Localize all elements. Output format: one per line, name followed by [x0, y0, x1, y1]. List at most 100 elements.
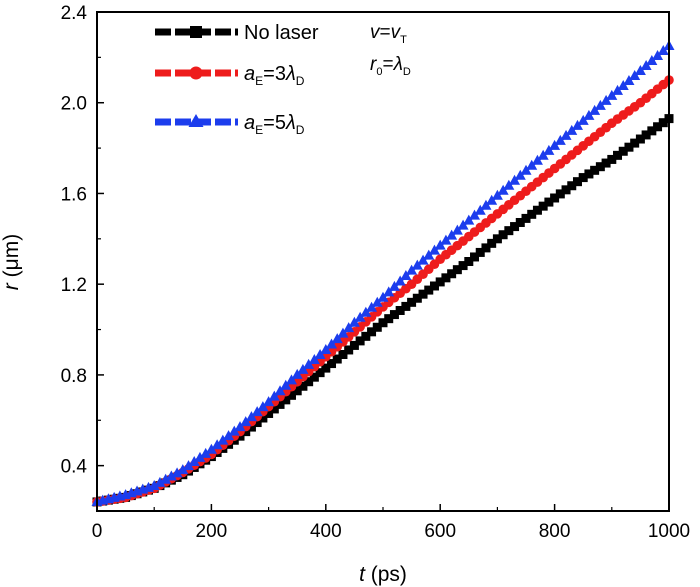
- legend-ae5-a: a: [244, 112, 255, 134]
- series-marker: [285, 374, 297, 385]
- series-marker: [657, 45, 669, 56]
- series-line: [96, 44, 670, 504]
- series-marker: [526, 159, 538, 170]
- series-marker: [612, 84, 624, 95]
- series-marker: [424, 285, 434, 295]
- legend-marker-ae5: [188, 114, 204, 127]
- series-marker: [560, 129, 572, 140]
- legend-ae3-lambda: λ: [285, 63, 296, 85]
- series-marker: [584, 169, 594, 179]
- series-marker: [571, 119, 583, 130]
- series-marker: [200, 447, 212, 458]
- series-marker: [321, 363, 331, 373]
- series-marker: [275, 399, 285, 409]
- series-marker: [406, 264, 418, 275]
- series-triangle: [91, 40, 675, 506]
- series-marker: [464, 257, 474, 266]
- series-marker: [327, 359, 337, 369]
- series-marker: [309, 372, 319, 382]
- series-marker: [165, 470, 177, 481]
- series-marker: [377, 291, 389, 302]
- series-marker: [326, 338, 338, 349]
- series-marker: [429, 281, 439, 291]
- series-marker: [245, 411, 257, 422]
- series-layer: [91, 40, 675, 507]
- legend-label-no-laser: No laser: [244, 22, 319, 44]
- series-marker: [331, 333, 343, 344]
- series-marker: [332, 354, 342, 364]
- series-marker: [520, 164, 532, 175]
- x-axis-label: t (ps): [359, 563, 407, 586]
- series-marker: [630, 138, 640, 148]
- series-marker: [292, 386, 302, 396]
- series-marker: [337, 327, 349, 338]
- legend-entry-ae3: aE=3λD: [155, 63, 305, 88]
- series-marker: [217, 434, 229, 445]
- y-tick-label: 1.6: [61, 184, 87, 205]
- series-marker: [372, 322, 382, 332]
- series-marker: [624, 142, 634, 152]
- legend-entry-ae5: aE=5λD: [155, 112, 305, 137]
- series-marker: [297, 363, 309, 374]
- x-tick-label: 200: [196, 521, 228, 542]
- series-marker: [257, 401, 269, 412]
- series-marker: [371, 296, 383, 307]
- series-marker: [658, 118, 668, 128]
- x-tick-label: 0: [92, 521, 103, 542]
- series-marker: [389, 310, 399, 320]
- series-marker: [354, 311, 366, 322]
- legend-ae3-eq: =3: [263, 63, 286, 85]
- legend-marker-no-laser: [190, 26, 202, 38]
- series-marker: [550, 193, 560, 203]
- series-marker: [280, 379, 292, 390]
- series-marker: [268, 390, 280, 401]
- series-marker: [629, 69, 641, 80]
- series-marker: [566, 124, 578, 135]
- series-marker: [549, 139, 561, 150]
- series-marker: [228, 425, 240, 436]
- series-marker: [594, 99, 606, 110]
- series-marker: [308, 353, 320, 364]
- series-marker: [498, 230, 508, 240]
- y-tick-label: 0.8: [61, 366, 87, 387]
- series-marker: [246, 422, 256, 432]
- series-marker: [634, 64, 646, 75]
- series-marker: [177, 464, 189, 475]
- series-marker: [258, 413, 268, 423]
- series-marker: [469, 209, 481, 220]
- series-marker: [447, 269, 457, 279]
- legend-marker-ae3: [189, 66, 203, 80]
- series-marker: [457, 219, 469, 230]
- legend: No laser aE=3λD aE=5λD: [155, 22, 319, 137]
- legend-entry-no-laser: No laser: [155, 22, 319, 44]
- series-marker: [411, 259, 423, 270]
- series-marker: [434, 239, 446, 250]
- x-axis-unit: (ps): [371, 563, 407, 586]
- annotation-velocity: v=vT: [370, 22, 407, 46]
- series-marker: [388, 280, 400, 291]
- legend-ae5-sub: E: [255, 123, 263, 137]
- series-marker: [211, 439, 223, 450]
- series-marker: [344, 345, 354, 355]
- ann-v-rhs: v: [391, 22, 402, 43]
- series-marker: [348, 316, 360, 327]
- legend-label-ae3: aE=3λD: [244, 63, 305, 88]
- series-marker: [304, 377, 314, 387]
- series-marker: [241, 427, 251, 437]
- ann-v: v: [370, 22, 381, 43]
- series-marker: [315, 368, 325, 378]
- series-circle: [92, 75, 674, 507]
- series-marker: [355, 336, 365, 346]
- series-marker: [515, 217, 525, 227]
- series-marker: [537, 149, 549, 160]
- series-marker: [635, 134, 645, 144]
- series-marker: [394, 275, 406, 286]
- series-marker: [606, 89, 618, 100]
- series-marker: [653, 122, 663, 132]
- series-marker: [578, 173, 588, 183]
- legend-ae3-lambda-sub: D: [296, 74, 305, 88]
- ann-r-rhs-sub: D: [403, 66, 411, 78]
- series-marker: [361, 331, 371, 341]
- ann-r: r: [370, 54, 377, 75]
- series-marker: [367, 327, 377, 337]
